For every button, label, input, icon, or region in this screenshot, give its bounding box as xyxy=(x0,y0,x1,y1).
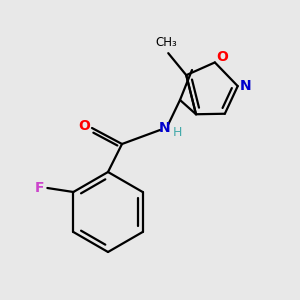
Text: O: O xyxy=(216,50,228,64)
Text: CH₃: CH₃ xyxy=(155,36,177,49)
Text: N: N xyxy=(159,121,171,135)
Text: H: H xyxy=(172,127,182,140)
Text: F: F xyxy=(34,181,44,195)
Text: N: N xyxy=(240,79,251,93)
Text: O: O xyxy=(78,119,90,133)
